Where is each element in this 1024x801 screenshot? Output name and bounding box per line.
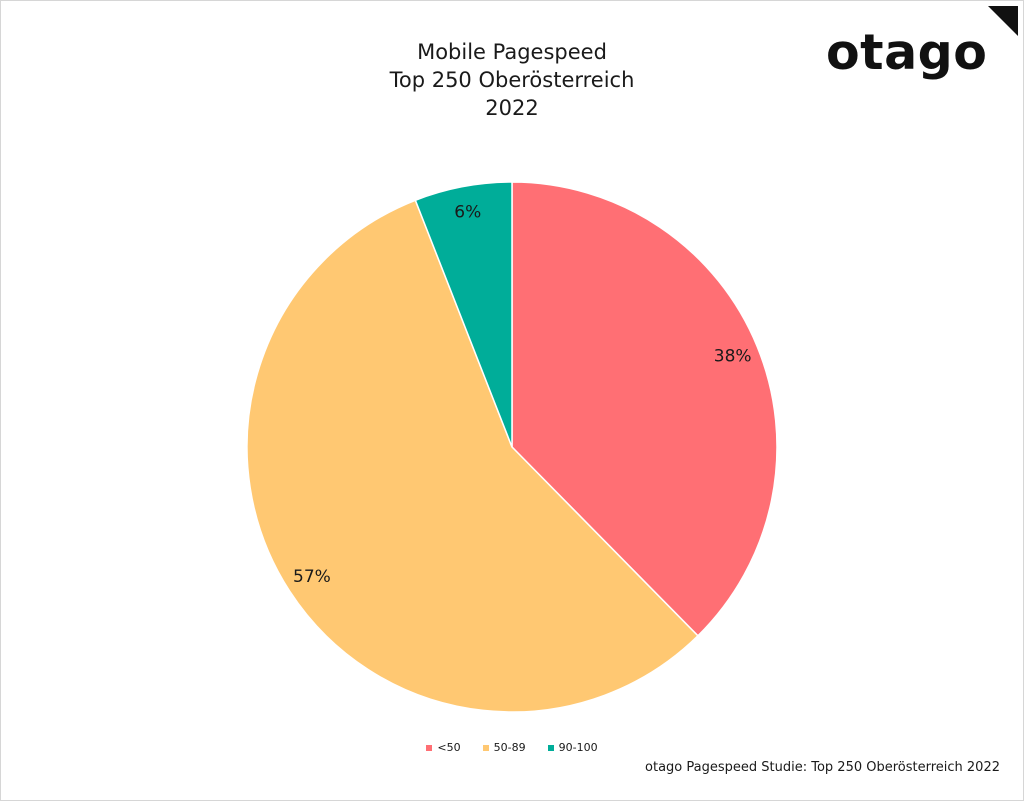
legend-swatch-lt50	[426, 744, 433, 751]
pie-slices	[246, 181, 778, 713]
legend-item-90-100: 90-100	[547, 741, 598, 754]
chart-title-line-3: 2022	[485, 96, 539, 120]
pie-label-90-100: 6%	[454, 203, 481, 223]
pie-slice-50-89	[246, 199, 699, 713]
legend-label-lt50: <50	[437, 741, 461, 754]
pie-label-50-89: 57%	[293, 567, 331, 587]
chart-title-line-1: Mobile Pagespeed	[417, 40, 607, 64]
legend-swatch-50-89	[482, 744, 489, 751]
legend-item-50-89: 50-89	[482, 741, 526, 754]
legend-swatch-90-100	[547, 744, 554, 751]
otago-logo: otago	[826, 24, 988, 81]
source-caption: otago Pagespeed Studie: Top 250 Oberöste…	[645, 760, 1000, 775]
legend-label-50-89: 50-89	[493, 741, 526, 754]
legend-item-lt50: <50	[426, 741, 461, 754]
pie-labels: 38% 57% 6%	[293, 203, 752, 587]
chart-legend: <50 50-89 90-100	[0, 741, 1024, 754]
pie-label-lt50: 38%	[714, 347, 752, 367]
pie-slice-lt50	[511, 181, 778, 637]
chart-title: Mobile Pagespeed Top 250 Oberösterreich …	[312, 38, 712, 122]
legend-label-90-100: 90-100	[558, 741, 598, 754]
pie-slice-90-100	[414, 181, 513, 448]
logo-corner-triangle-icon	[988, 6, 1018, 36]
chart-title-line-2: Top 250 Oberösterreich	[389, 68, 635, 92]
